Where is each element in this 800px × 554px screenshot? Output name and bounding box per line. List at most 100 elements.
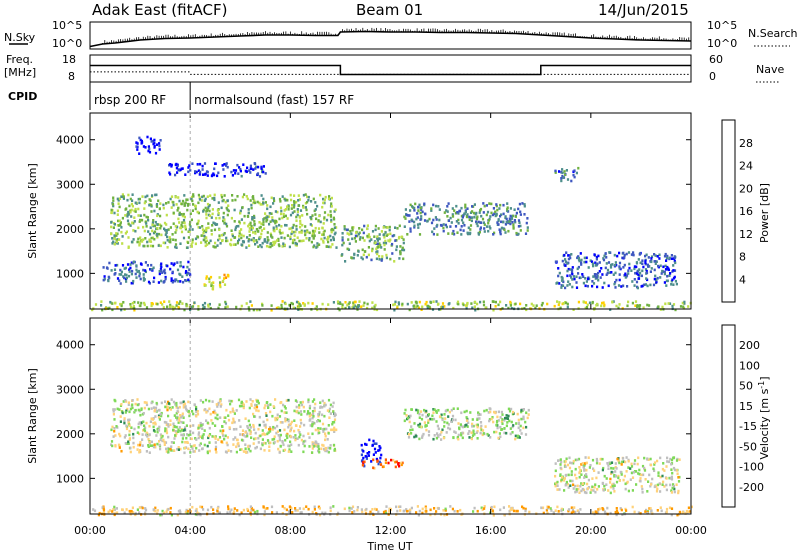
data-cell: [510, 215, 513, 219]
data-cell: [348, 301, 351, 304]
data-cell: [227, 414, 230, 417]
data-cell: [429, 301, 433, 304]
data-cell: [175, 416, 178, 419]
data-cell: [397, 236, 401, 240]
data-cell: [322, 197, 325, 201]
data-cell: [170, 445, 173, 448]
data-cell: [481, 508, 484, 511]
data-cell: [646, 490, 649, 493]
data-cell: [183, 221, 186, 225]
data-cell: [218, 237, 221, 240]
data-cell: [357, 232, 360, 236]
data-cell: [189, 169, 192, 172]
data-cell: [113, 508, 116, 512]
data-cell: [285, 411, 288, 414]
data-cell: [126, 219, 130, 223]
data-cell: [248, 406, 251, 410]
data-cell: [402, 509, 405, 513]
data-cell: [222, 198, 225, 202]
data-cell: [129, 305, 132, 309]
x-tick-label: 04:00: [174, 524, 206, 537]
data-cell: [146, 216, 149, 219]
data-cell: [632, 251, 635, 254]
data-cell: [126, 407, 129, 411]
data-cell: [250, 206, 253, 210]
data-cell: [413, 422, 416, 425]
data-cell: [238, 221, 241, 225]
data-cell: [442, 509, 445, 512]
data-cell: [570, 253, 573, 256]
data-cell: [244, 431, 247, 434]
data-cell: [356, 508, 359, 512]
data-cell: [308, 436, 311, 439]
data-cell: [371, 301, 374, 304]
y-tick-label: 4000: [56, 339, 84, 352]
data-cell: [227, 505, 230, 508]
data-cell: [158, 144, 161, 148]
data-cell: [130, 509, 133, 513]
data-cell: [545, 508, 548, 512]
data-cell: [132, 279, 135, 283]
data-cell: [468, 436, 471, 439]
data-cell: [281, 421, 284, 424]
data-cell: [524, 433, 528, 436]
data-cell: [157, 416, 161, 419]
data-cell: [506, 421, 509, 424]
data-cell: [618, 265, 621, 268]
data-cell: [183, 402, 187, 406]
data-cell: [146, 194, 149, 198]
data-cell: [478, 230, 481, 234]
data-cell: [161, 434, 164, 438]
data-cell: [580, 473, 583, 476]
data-cell: [567, 257, 570, 261]
data-cell: [169, 240, 172, 244]
data-cell: [469, 231, 472, 235]
data-cell: [212, 221, 215, 225]
data-cell: [620, 285, 623, 288]
data-cell: [183, 202, 186, 206]
data-cell: [572, 483, 575, 487]
data-cell: [172, 441, 175, 444]
data-cell: [516, 412, 519, 416]
data-cell: [622, 460, 625, 463]
data-cell: [131, 193, 134, 196]
data-cell: [610, 472, 613, 475]
data-cell: [161, 271, 164, 274]
data-cell: [174, 238, 177, 242]
data-cell: [184, 227, 187, 231]
data-cell: [375, 308, 379, 312]
colorbar-tick-label: 200: [739, 339, 760, 352]
data-cell: [132, 511, 135, 514]
data-cell: [672, 466, 676, 470]
data-cell: [480, 214, 483, 218]
data-cell: [210, 505, 213, 509]
data-cell: [230, 508, 233, 512]
data-cell: [247, 447, 250, 451]
data-cell: [447, 415, 450, 418]
data-cell: [480, 428, 483, 432]
data-cell: [157, 244, 160, 247]
data-cell: [153, 409, 156, 413]
data-cell: [614, 510, 617, 514]
data-cell: [625, 274, 629, 277]
data-cell: [603, 281, 606, 285]
data-cell: [258, 221, 261, 224]
data-cell: [405, 213, 408, 217]
data-cell: [618, 251, 621, 255]
data-cell: [226, 436, 229, 439]
data-cell: [515, 231, 518, 235]
data-cell: [289, 440, 292, 444]
data-cell: [134, 272, 137, 276]
data-cell: [253, 222, 256, 226]
data-cell: [321, 226, 324, 230]
data-cell: [606, 462, 609, 465]
data-cell: [158, 443, 161, 447]
data-cell: [269, 441, 272, 445]
data-cell: [332, 410, 335, 413]
data-cell: [491, 213, 494, 217]
data-cell: [557, 510, 560, 513]
data-cell: [437, 427, 440, 431]
data-cell: [276, 210, 279, 214]
data-cell: [169, 506, 172, 510]
data-cell: [175, 278, 178, 281]
